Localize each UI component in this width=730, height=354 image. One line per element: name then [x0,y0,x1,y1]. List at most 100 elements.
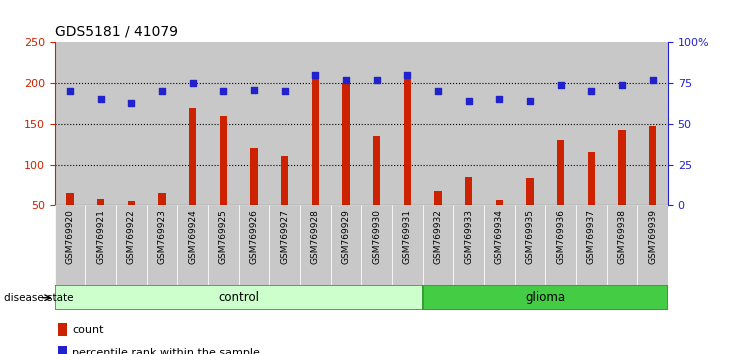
Text: GSM769923: GSM769923 [158,209,166,264]
Point [616,82,628,88]
Bar [607,205,637,285]
Bar [177,205,208,285]
Text: GSM769931: GSM769931 [403,209,412,264]
Bar [361,205,392,285]
Point [402,72,413,78]
Bar [239,42,269,205]
Bar [496,200,503,205]
Bar [588,152,595,205]
Bar [55,42,85,205]
Bar [515,205,545,285]
Bar [85,205,116,285]
Bar [300,205,331,285]
Bar [58,323,67,336]
Bar [250,148,258,205]
Text: GSM769927: GSM769927 [280,209,289,264]
Point [187,80,199,86]
Point [279,88,291,94]
Text: glioma: glioma [526,291,565,304]
Bar [423,285,668,310]
Point [432,88,444,94]
Text: GSM769922: GSM769922 [127,209,136,264]
Point [524,98,536,104]
Bar [576,205,607,285]
Bar [465,177,472,205]
Text: GSM769924: GSM769924 [188,209,197,264]
Bar [423,42,453,205]
Bar [453,42,484,205]
Bar [404,75,411,205]
Text: GSM769930: GSM769930 [372,209,381,264]
Point [310,72,321,78]
Point [218,88,229,94]
Bar [373,136,380,205]
Bar [434,191,442,205]
Text: control: control [218,291,259,304]
Bar [331,42,361,205]
Bar [618,130,626,205]
Bar [116,42,147,205]
Bar [116,205,147,285]
Text: GSM769934: GSM769934 [495,209,504,264]
Bar [208,42,239,205]
Bar [66,193,74,205]
Point [126,100,137,105]
Bar [300,42,331,205]
Bar [85,42,116,205]
Point [463,98,474,104]
Point [555,82,566,88]
Point [371,77,383,83]
Bar [331,205,361,285]
Bar [649,126,656,205]
Text: GSM769939: GSM769939 [648,209,657,264]
Bar [484,42,515,205]
Bar [158,193,166,205]
Bar [515,42,545,205]
Text: GSM769935: GSM769935 [526,209,534,264]
Point [248,87,260,92]
Bar [453,205,484,285]
Bar [55,205,85,285]
Point [95,97,107,102]
Bar [220,116,227,205]
Bar [545,205,576,285]
Bar [545,42,576,205]
Bar [97,199,104,205]
Bar [484,205,515,285]
Bar [637,205,668,285]
Text: GSM769937: GSM769937 [587,209,596,264]
Bar [342,83,350,205]
Bar [208,205,239,285]
Bar [189,108,196,205]
Bar [281,156,288,205]
Bar [177,42,208,205]
Point [647,77,658,83]
Text: GSM769925: GSM769925 [219,209,228,264]
Bar [312,75,319,205]
Point [156,88,168,94]
Bar [637,42,668,205]
Text: disease state: disease state [4,293,73,303]
Text: GSM769921: GSM769921 [96,209,105,264]
Bar [269,42,300,205]
Text: GSM769928: GSM769928 [311,209,320,264]
Bar [55,285,423,310]
Bar [557,140,564,205]
Bar [147,205,177,285]
Bar [392,205,423,285]
Bar [58,346,67,354]
Bar [423,205,453,285]
Bar [239,205,269,285]
Bar [576,42,607,205]
Bar [269,205,300,285]
Text: GSM769938: GSM769938 [618,209,626,264]
Bar [392,42,423,205]
Bar [128,201,135,205]
Bar [147,42,177,205]
Point [493,97,505,102]
Bar [526,178,534,205]
Point [340,77,352,83]
Text: GSM769933: GSM769933 [464,209,473,264]
Text: GSM769932: GSM769932 [434,209,442,264]
Bar [607,42,637,205]
